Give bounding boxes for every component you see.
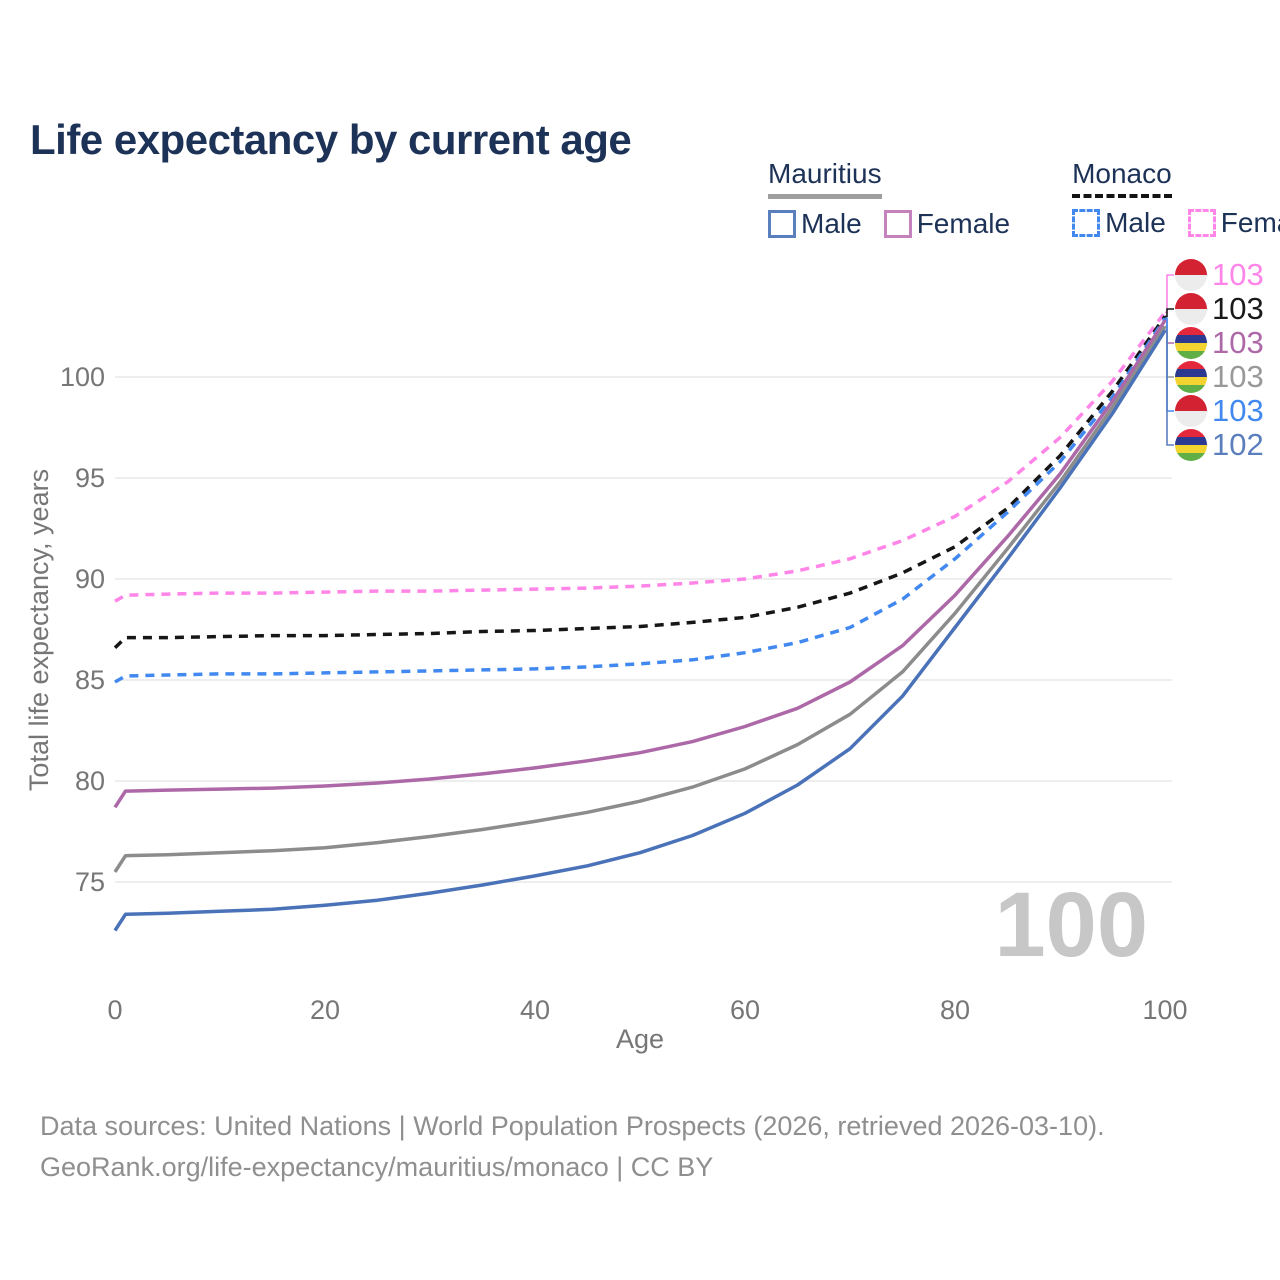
- x-tick-80: 80: [940, 995, 970, 1025]
- page-title: Life expectancy by current age: [30, 116, 632, 164]
- series-line-mauritius_male: [113, 329, 1167, 932]
- label-connector: [1165, 274, 1174, 314]
- data-sources-footer: Data sources: United Nations | World Pop…: [40, 1106, 1105, 1188]
- label-connector: [1165, 308, 1174, 318]
- end-label-mauritius_total: 103: [1165, 325, 1264, 394]
- end-label-value: 103: [1212, 291, 1264, 326]
- monaco-female-swatch: [1187, 209, 1216, 237]
- legend-item-monaco-female[interactable]: Female: [1187, 207, 1280, 239]
- x-axis-title: Age: [616, 1024, 664, 1054]
- end-label-mauritius_female: 103: [1165, 319, 1264, 360]
- end-label-value: 103: [1212, 393, 1264, 428]
- legend-group-monaco: Monaco Male Female: [1072, 158, 1280, 240]
- label-connector: [1165, 329, 1174, 446]
- y-tick-80: 80: [75, 766, 105, 796]
- monaco-flag-icon: [1175, 395, 1207, 427]
- x-tick-100: 100: [1142, 995, 1187, 1025]
- end-label-monaco_total: 103: [1165, 291, 1264, 326]
- legend-country-mauritius: Mauritius: [768, 158, 882, 199]
- x-tick-60: 60: [730, 995, 760, 1025]
- end-label-value: 102: [1212, 427, 1264, 462]
- footer-sources-line: Data sources: United Nations | World Pop…: [40, 1111, 1105, 1141]
- end-label-value: 103: [1212, 257, 1264, 292]
- monaco-male-swatch: [1072, 209, 1101, 237]
- series-line-monaco_total: [113, 315, 1167, 649]
- y-tick-75: 75: [75, 867, 105, 897]
- series-line-monaco_male: [114, 317, 1167, 684]
- end-label-mauritius_male: 102: [1165, 329, 1264, 462]
- x-tick-20: 20: [310, 995, 340, 1025]
- age-counter-watermark: 100: [995, 874, 1149, 976]
- mauritius-flag-icon: [1175, 429, 1207, 461]
- legend-label: Male: [801, 208, 862, 239]
- y-axis-title: Total life expectancy, years: [24, 469, 54, 791]
- legend-country-monaco: Monaco: [1072, 158, 1172, 198]
- y-tick-100: 100: [60, 362, 105, 392]
- legend-item-mauritius-female[interactable]: Female: [883, 208, 1011, 240]
- end-label-monaco_female: 103: [1165, 257, 1264, 314]
- legend-label: Female: [1220, 207, 1280, 238]
- end-label-monaco_male: 103: [1165, 317, 1264, 428]
- y-tick-85: 85: [75, 665, 105, 695]
- mauritius-female-swatch: [883, 210, 912, 238]
- end-label-value: 103: [1212, 359, 1264, 394]
- legend-item-mauritius-male[interactable]: Male: [768, 208, 862, 240]
- series-line-monaco_female: [114, 311, 1167, 603]
- footer-attribution-line: GeoRank.org/life-expectancy/mauritius/mo…: [40, 1152, 714, 1182]
- x-tick-0: 0: [107, 995, 122, 1025]
- legend-group-mauritius: Mauritius Male Female: [768, 158, 1010, 240]
- legend-label: Male: [1105, 207, 1166, 238]
- chart-legend: Mauritius Male Female Monaco Male Female: [768, 158, 1280, 240]
- mauritius-flag-icon: [1175, 327, 1207, 359]
- series-line-mauritius_female: [113, 319, 1167, 809]
- series-line-mauritius_total: [113, 325, 1167, 873]
- x-tick-40: 40: [520, 995, 550, 1025]
- legend-label: Female: [916, 208, 1011, 239]
- monaco-flag-icon: [1175, 293, 1207, 325]
- y-tick-90: 90: [75, 564, 105, 594]
- mauritius-flag-icon: [1175, 361, 1207, 393]
- end-label-value: 103: [1212, 325, 1264, 360]
- mauritius-male-swatch: [768, 210, 796, 238]
- legend-item-monaco-male[interactable]: Male: [1072, 207, 1166, 239]
- monaco-flag-icon: [1175, 259, 1207, 291]
- y-tick-95: 95: [75, 463, 105, 493]
